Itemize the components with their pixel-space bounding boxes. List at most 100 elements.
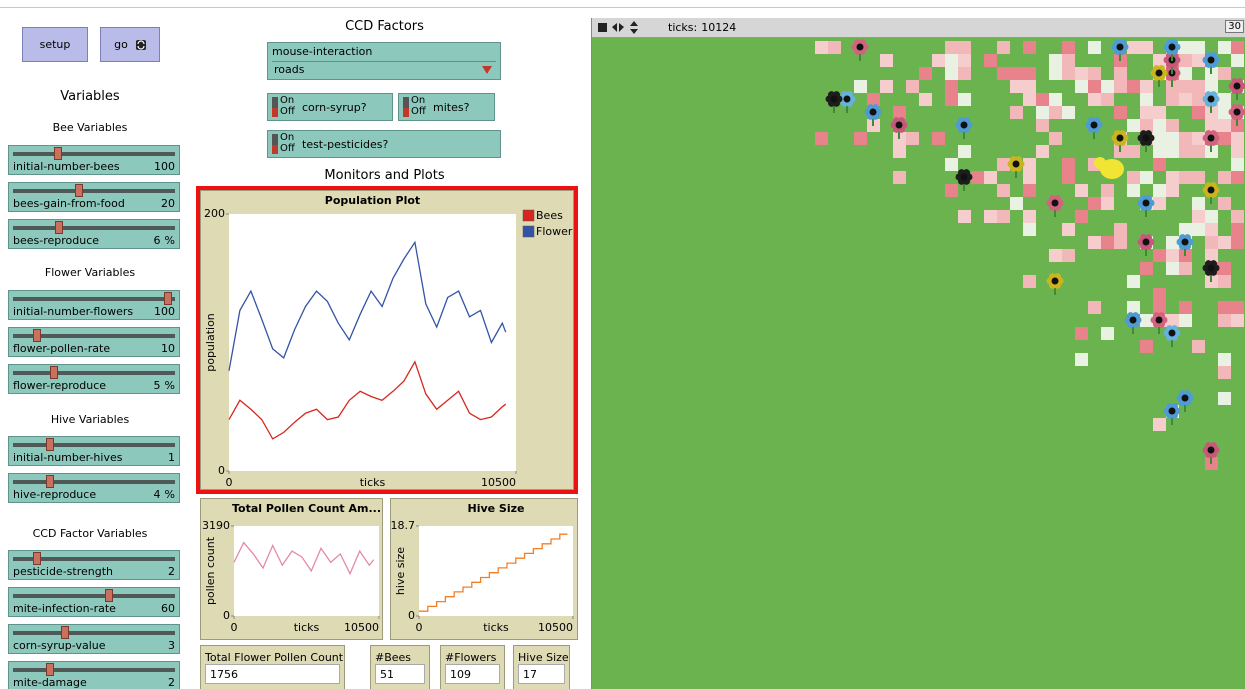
view-toolbar: ticks:1012430	[592, 18, 1245, 38]
switch-off: Off	[280, 106, 295, 117]
flower-center	[1013, 161, 1020, 168]
patch	[1062, 106, 1075, 119]
patch	[1088, 41, 1101, 54]
slider-handle[interactable]	[55, 221, 63, 234]
slider-handle[interactable]	[164, 292, 172, 305]
patch	[1218, 275, 1231, 288]
legend-label: Flowers	[536, 225, 573, 238]
flower-center	[870, 109, 877, 116]
flower-center	[1234, 83, 1241, 90]
patch	[1010, 80, 1023, 93]
flower-center	[1156, 317, 1163, 324]
slider-number: 5	[154, 379, 161, 392]
x-tick-label: 0	[231, 621, 238, 634]
patch	[1231, 41, 1244, 54]
patch	[1127, 301, 1140, 314]
patch	[1114, 236, 1127, 249]
patch	[1023, 223, 1036, 236]
y-axis-label: population	[204, 313, 217, 372]
flower	[1138, 195, 1155, 217]
legend-swatch	[523, 226, 534, 237]
patch	[1062, 41, 1075, 54]
patch	[1179, 145, 1192, 158]
slider-handle[interactable]	[75, 184, 83, 197]
slider-handle[interactable]	[46, 663, 54, 676]
plot-widget: Population Plot0200010500tickspopulation…	[200, 190, 574, 490]
forever-icon	[136, 40, 146, 50]
patch	[893, 145, 906, 158]
slider-handle[interactable]	[46, 438, 54, 451]
monitor-value: 51	[375, 664, 425, 684]
patch	[997, 67, 1010, 80]
slider-value: 3	[168, 639, 175, 652]
slider-number: 1	[168, 451, 175, 464]
ccd-heading: CCD Factors	[267, 19, 502, 37]
monitor: Total Flower Pollen Count1756	[200, 645, 345, 689]
patch	[1075, 80, 1088, 93]
patch	[997, 41, 1010, 54]
legend-label: Bees	[536, 209, 563, 222]
patch	[1192, 197, 1205, 210]
world	[592, 39, 1245, 689]
slider-handle[interactable]	[46, 475, 54, 488]
slider-handle[interactable]	[33, 552, 41, 565]
patch	[1179, 80, 1192, 93]
slider-value: 100	[154, 160, 175, 173]
slider-handle[interactable]	[50, 366, 58, 379]
go-button[interactable]: go	[100, 27, 160, 62]
patch	[1179, 223, 1192, 236]
slider-handle[interactable]	[54, 147, 62, 160]
patch	[1153, 119, 1166, 132]
flower	[1047, 195, 1064, 217]
patch	[1127, 171, 1140, 184]
slider-handle[interactable]	[33, 329, 41, 342]
patch	[1153, 184, 1166, 197]
slider-track	[13, 668, 175, 672]
slider-handle[interactable]	[61, 626, 69, 639]
patch	[1179, 262, 1192, 275]
x-tick-label: 10500	[481, 476, 516, 489]
x-tick-label: 0	[416, 621, 423, 634]
slider-label: mite-damage	[13, 676, 87, 689]
patch	[1049, 106, 1062, 119]
flower	[1086, 117, 1103, 139]
patch	[1218, 41, 1231, 54]
patch	[1140, 119, 1153, 132]
setup-button[interactable]: setup	[22, 27, 88, 62]
patch	[1153, 197, 1166, 210]
slider-track	[13, 443, 175, 447]
patch	[1088, 93, 1101, 106]
patch	[1127, 275, 1140, 288]
flower-center	[1208, 135, 1215, 142]
patch	[1192, 80, 1205, 93]
icon	[630, 21, 638, 26]
slider-handle[interactable]	[105, 589, 113, 602]
patch	[1218, 314, 1231, 327]
world-view: ticks:1012430	[591, 18, 1245, 689]
plot: Population Plot0200010500tickspopulation…	[201, 191, 573, 489]
group-heading: Flower Variables	[0, 266, 180, 280]
patch	[1140, 340, 1153, 353]
flower-center	[1182, 395, 1189, 402]
patch	[1036, 145, 1049, 158]
monitor: Hive Size17	[513, 645, 570, 689]
patch	[1231, 223, 1244, 236]
flower-center	[1130, 317, 1137, 324]
monitor-label: #Flowers	[445, 651, 496, 664]
